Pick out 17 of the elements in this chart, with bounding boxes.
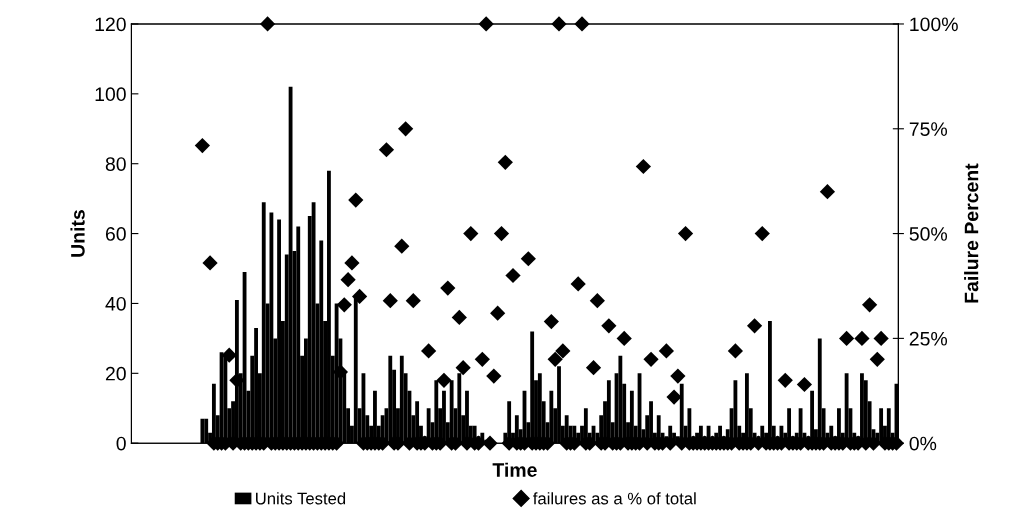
y2-tick-label: 25% [909,331,948,346]
y2-tick-label: 0% [909,436,937,451]
y2-tick-label: 100% [910,17,958,32]
y-axis-title: Units [70,210,85,257]
legend-label: Units Tested [256,492,346,505]
x-axis-title: Time [492,462,537,477]
y-tick-label: 60 [105,227,126,241]
y2-tick-label: 50% [909,227,948,241]
y-tick-label: 20 [105,366,126,381]
y-tick-label: 0 [116,436,126,451]
y-tick-label: 120 [95,17,126,32]
y2-tick-label: 75% [909,122,948,137]
legend-label: failures as a % of total [533,492,696,505]
y-tick-label: 80 [105,157,126,171]
y-tick-label: 100 [95,87,126,102]
y2-axis-title: Failure Percent [964,163,979,303]
y-tick-label: 40 [105,296,126,311]
